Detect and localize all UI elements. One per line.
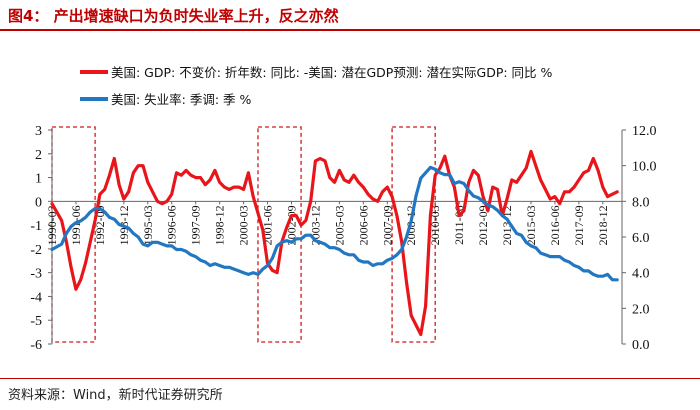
left-y-tick-label: 2	[35, 148, 42, 163]
x-tick-label: 2006-06	[356, 205, 370, 245]
left-y-tick-label: -6	[30, 338, 42, 353]
figure-title: 图4： 产出增速缺口为负时失业率上升，反之亦然	[8, 7, 339, 25]
left-y-tick-label: -4	[30, 290, 42, 305]
x-tick-label: 1997-09	[189, 205, 203, 245]
x-tick-label: 1998-12	[213, 205, 227, 245]
left-y-tick-label: 1	[35, 172, 42, 187]
x-tick-label: 2012-09	[476, 205, 490, 245]
source-note: 资料来源：Wind，新时代证券研究所	[8, 388, 223, 403]
x-tick-label: 2018-12	[596, 205, 610, 245]
series-lines	[50, 149, 619, 337]
highlight-box-2	[257, 126, 302, 343]
highlight-box-3	[391, 126, 436, 343]
x-tick-label: 2005-03	[332, 205, 346, 245]
x-tick-label: 2011-06	[452, 205, 466, 245]
x-tick-label: 1995-03	[141, 205, 155, 245]
title-divider	[0, 29, 700, 31]
left-y-tick-label: -1	[30, 219, 42, 234]
legend-label-gdp: 美国: GDP: 不变价: 折年数: 同比: -美国: 潜在GDP预测: 潜在实…	[111, 65, 553, 80]
chart: 3 2 1 0 -1 -2 -3 -4 -5 -6 12.0 10.0 8.0 6.0 4.0 2.0 0.0 1…	[30, 65, 656, 353]
legend-label-unemployment: 美国: 失业率: 季调: 季 %	[111, 92, 252, 107]
left-y-tick-label: -2	[30, 243, 42, 258]
right-y-tick-label: 4.0	[632, 267, 650, 282]
left-y-tick-label: -3	[30, 267, 42, 282]
gdp-gap-series-line	[50, 149, 619, 337]
x-tick-label: 2007-09	[380, 205, 394, 245]
right-y-tick-label: 8.0	[632, 195, 650, 210]
x-tick-label: 1990-03	[45, 205, 59, 245]
x-tick-label: 2000-03	[237, 205, 251, 245]
right-y-tick-label: 6.0	[632, 231, 650, 246]
left-y-tick-label: 0	[35, 195, 42, 210]
x-tick-label: 2015-03	[524, 205, 538, 245]
x-tick-label: 1991-06	[69, 205, 83, 245]
axes: 3 2 1 0 -1 -2 -3 -4 -5 -6 12.0 10.0 8.0 6.0 4.0 2.0 0.0 1…	[30, 124, 656, 353]
legend: 美国: GDP: 不变价: 折年数: 同比: -美国: 潜在GDP预测: 潜在实…	[80, 65, 553, 107]
unemployment-series-line	[50, 165, 619, 282]
right-y-tick-label: 10.0	[632, 160, 657, 175]
source-divider	[0, 378, 700, 379]
x-tick-label: 2017-09	[572, 205, 586, 245]
x-tick-label: 1996-06	[165, 205, 179, 245]
x-tick-label: 2016-06	[548, 205, 562, 245]
left-y-tick-label: 3	[35, 124, 42, 139]
right-y-tick-label: 2.0	[632, 302, 650, 317]
right-y-tick-label: 0.0	[632, 338, 650, 353]
left-y-tick-label: -5	[30, 314, 42, 329]
right-y-tick-label: 12.0	[632, 124, 657, 139]
